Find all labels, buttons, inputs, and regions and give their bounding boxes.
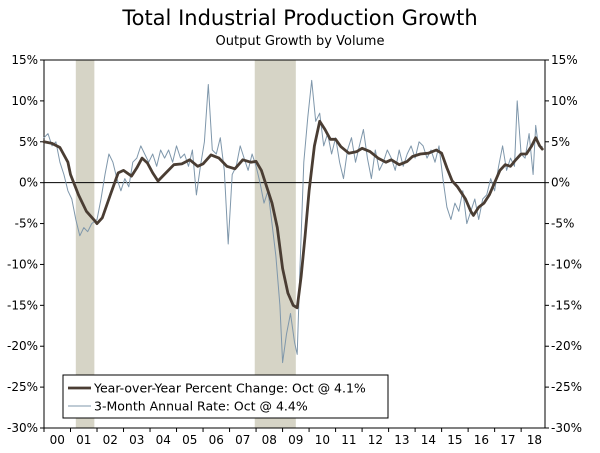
chart-title: Total Industrial Production Growth bbox=[122, 6, 478, 30]
y-tick-label-left: 15% bbox=[11, 53, 38, 67]
legend-box bbox=[62, 374, 389, 419]
legend-label-yoy: Year-over-Year Percent Change: Oct @ 4.1… bbox=[93, 381, 366, 396]
y-tick-label-left: 5% bbox=[19, 135, 38, 149]
x-tick-label: 18 bbox=[527, 433, 542, 447]
y-tick-label-right: -20% bbox=[551, 339, 582, 353]
y-tick-label-right: -10% bbox=[551, 257, 582, 271]
y-tick-label-left: -15% bbox=[7, 298, 38, 312]
y-tick-label-right: 5% bbox=[551, 135, 570, 149]
x-tick-label: 13 bbox=[394, 433, 409, 447]
y-tick-label-left: 0% bbox=[19, 176, 38, 190]
legend: Year-over-Year Percent Change: Oct @ 4.1… bbox=[62, 374, 389, 419]
x-tick-label: 07 bbox=[235, 433, 250, 447]
y-tick-label-right: 10% bbox=[551, 94, 578, 108]
plot-frame bbox=[43, 59, 546, 429]
y-tick-label-left: -30% bbox=[7, 421, 38, 435]
x-tick-label: 00 bbox=[50, 433, 65, 447]
x-tick-label: 09 bbox=[288, 433, 303, 447]
y-tick-label-left: -25% bbox=[7, 380, 38, 394]
x-tick-label: 03 bbox=[129, 433, 144, 447]
x-tick-label: 04 bbox=[156, 433, 171, 447]
y-tick-label-right: 0% bbox=[551, 176, 570, 190]
y-tick-label-right: -15% bbox=[551, 298, 582, 312]
y-tick-label-right: 15% bbox=[551, 53, 578, 67]
y-tick-label-right: -30% bbox=[551, 421, 582, 435]
x-tick-label: 14 bbox=[421, 433, 436, 447]
x-tick-label: 15 bbox=[447, 433, 462, 447]
recession-bands bbox=[75, 60, 296, 428]
y-tick-label-left: -20% bbox=[7, 339, 38, 353]
x-tick-label: 02 bbox=[103, 433, 118, 447]
x-tick-label: 05 bbox=[182, 433, 197, 447]
y-tick-label-left: 10% bbox=[11, 94, 38, 108]
x-tick-label: 17 bbox=[500, 433, 515, 447]
x-tick-label: 11 bbox=[341, 433, 356, 447]
axes: 15% 15% 10% 10% 5% 5% 0% 0% -5% -5% -10% -10% -15% -1… bbox=[7, 53, 582, 447]
x-tick-label: 06 bbox=[209, 433, 224, 447]
series-line-yoy bbox=[42, 119, 544, 310]
x-tick-label: 16 bbox=[474, 433, 489, 447]
legend-label-3month: 3-Month Annual Rate: Oct @ 4.4% bbox=[94, 399, 308, 414]
x-tick-label: 10 bbox=[315, 433, 330, 447]
x-tick-label: 08 bbox=[262, 433, 277, 447]
series-lines bbox=[42, 79, 544, 364]
x-tick-label: 01 bbox=[76, 433, 91, 447]
y-tick-label-right: -5% bbox=[551, 217, 574, 231]
chart-subtitle: Output Growth by Volume bbox=[215, 34, 385, 49]
x-tick-label: 12 bbox=[368, 433, 383, 447]
y-tick-label-right: -25% bbox=[551, 380, 582, 394]
y-tick-label-left: -5% bbox=[15, 217, 38, 231]
recession-band-1 bbox=[254, 60, 296, 428]
y-tick-label-left: -10% bbox=[7, 257, 38, 271]
recession-band-0 bbox=[75, 60, 95, 428]
